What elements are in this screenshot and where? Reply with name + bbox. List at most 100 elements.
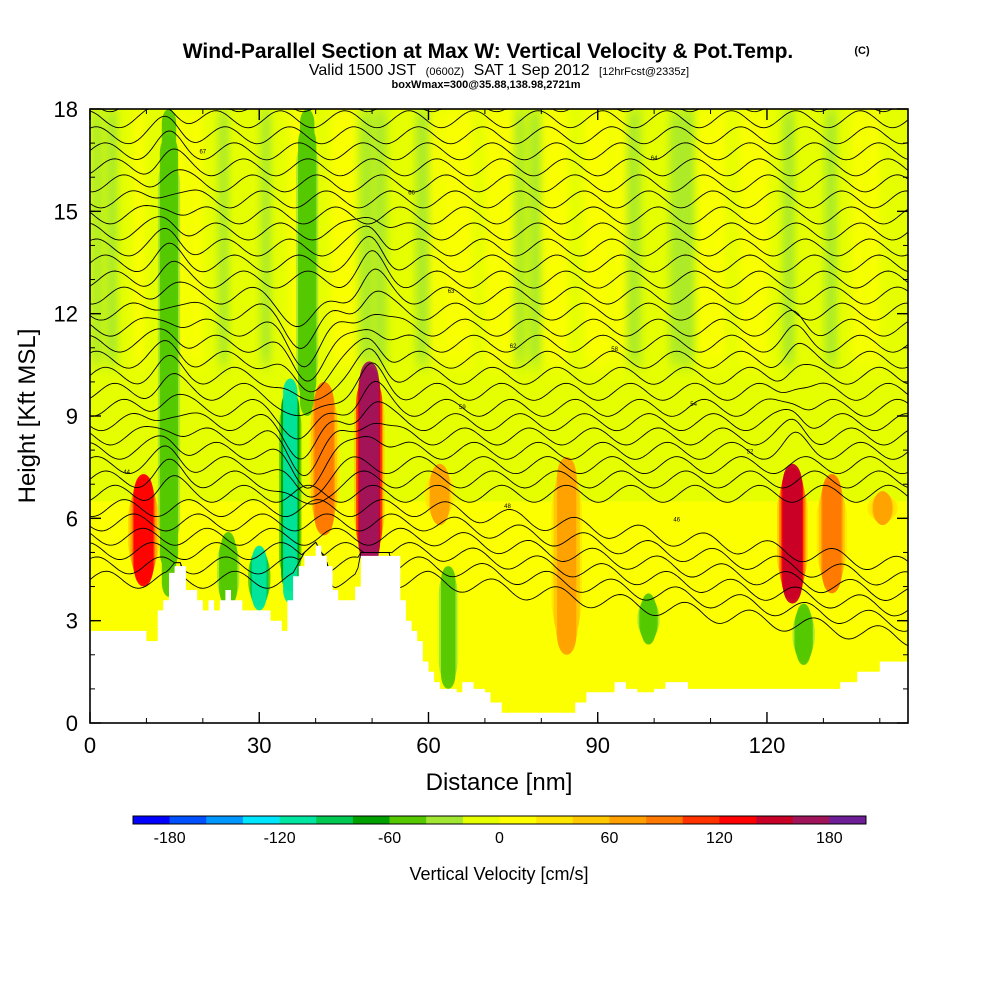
terrain-mask — [90, 545, 908, 723]
theta-contour — [90, 216, 908, 241]
theta-contour — [90, 527, 908, 601]
theta-contour — [90, 148, 908, 177]
velocity-band — [203, 109, 222, 365]
velocity-band — [189, 109, 205, 365]
colorbar-swatch — [279, 816, 317, 824]
colorbar-tick-label: 60 — [601, 830, 619, 847]
velocity-band — [485, 109, 501, 365]
velocity-cores — [128, 109, 898, 689]
y-tick-label: 3 — [66, 609, 78, 634]
theta-contour — [90, 513, 908, 586]
theta-contour — [90, 348, 908, 401]
x-tick-label: 30 — [247, 733, 271, 758]
theta-contour — [90, 431, 908, 489]
theta-label: 64 — [651, 156, 658, 162]
copyright-mark: (C) — [854, 45, 870, 57]
theta-contour — [90, 445, 908, 498]
velocity-band — [866, 109, 882, 365]
velocity-band — [373, 109, 392, 365]
theta-contour — [90, 235, 908, 273]
colorbar-swatch — [756, 816, 793, 824]
theta-label: 46 — [673, 518, 680, 524]
velocity-band — [246, 109, 265, 365]
y-tick-label: 6 — [66, 506, 78, 531]
colorbar-swatch — [352, 816, 390, 824]
isentrope-labels: 67 66 64 63 62 59 58 54 52 48 46 44 — [123, 149, 754, 523]
velocity-band — [415, 109, 434, 365]
theta-label: 67 — [199, 149, 206, 155]
box-info: boxWmax=300@35.88,138.98,2721m — [392, 79, 581, 91]
theta-label: 58 — [611, 347, 618, 353]
downdraft-core — [252, 545, 267, 611]
velocity-band — [274, 109, 290, 365]
plot-area: 67 66 64 63 62 59 58 54 52 48 46 44 — [90, 109, 908, 723]
velocity-band — [810, 109, 823, 365]
theta-contour — [90, 401, 908, 460]
theta-contour — [90, 109, 908, 129]
theta-contour — [90, 499, 908, 570]
colorbar-tick-label: 120 — [706, 830, 733, 847]
velocity-band — [429, 109, 442, 365]
x-axis-ticks: 0 30 60 90 120 — [84, 109, 881, 758]
theta-label: 48 — [504, 504, 511, 510]
velocity-band — [598, 109, 611, 365]
velocity-band — [669, 109, 688, 365]
velocity-band — [838, 109, 857, 365]
downdraft-core — [796, 603, 811, 666]
colorbar-swatch — [316, 816, 354, 824]
velocity-band — [753, 109, 772, 365]
colorbar-tick-label: 0 — [495, 830, 504, 847]
velocity-band — [880, 109, 899, 365]
x-tick-label: 90 — [585, 733, 609, 758]
velocity-band — [626, 109, 645, 365]
velocity-band — [641, 109, 654, 365]
velocity-band — [91, 109, 104, 365]
theta-contour — [90, 324, 908, 382]
theta-label: 66 — [408, 190, 415, 196]
theta-contour — [90, 309, 908, 368]
chart-title: Wind-Parallel Section at Max W: Vertical… — [183, 40, 794, 63]
theta-contour — [90, 115, 908, 145]
velocity-band — [711, 109, 730, 365]
velocity-band — [471, 109, 484, 365]
valid-date: SAT 1 Sep 2012 — [474, 62, 590, 79]
colorbar-swatch — [242, 816, 280, 824]
colorbar-tick-label: -120 — [264, 830, 296, 847]
velocity-band — [683, 109, 696, 365]
velocity-band — [344, 109, 357, 365]
y-tick-label: 12 — [54, 302, 78, 327]
velocity-band — [105, 109, 121, 365]
velocity-band — [133, 109, 146, 365]
colorbar-tick-label: -180 — [154, 830, 186, 847]
updraft-core — [314, 381, 334, 536]
velocity-band — [570, 109, 586, 365]
x-axis-label: Distance [nm] — [426, 769, 573, 796]
theta-contour — [90, 380, 908, 440]
theta-contour — [90, 458, 908, 505]
theta-label: 63 — [448, 289, 455, 295]
colorbar — [132, 815, 867, 825]
theta-contour — [90, 169, 908, 193]
velocity-band — [528, 109, 544, 365]
theta-contour — [90, 130, 908, 161]
updraft-core — [557, 456, 577, 655]
velocity-band — [401, 109, 417, 365]
velocity-band — [852, 109, 865, 365]
x-tick-label: 120 — [749, 733, 786, 758]
theta-contour — [90, 225, 908, 257]
utc-time: (0600Z) — [426, 66, 465, 78]
theta-contour — [90, 362, 908, 417]
y-axis-label: Height [Kft MSL] — [14, 329, 41, 504]
updraft-core — [873, 491, 893, 526]
colorbar-swatch — [499, 816, 537, 824]
velocity-band — [824, 109, 840, 365]
theta-label: 62 — [510, 344, 517, 350]
colorbar-swatch — [609, 816, 647, 824]
y-tick-label: 9 — [66, 404, 78, 429]
theta-contour — [90, 541, 908, 632]
velocity-band — [260, 109, 273, 365]
downdraft-core — [283, 378, 298, 604]
velocity-band — [387, 109, 400, 365]
y-axis-ticks: 0 3 6 9 12 15 18 — [54, 97, 908, 736]
velocity-band — [457, 109, 476, 365]
